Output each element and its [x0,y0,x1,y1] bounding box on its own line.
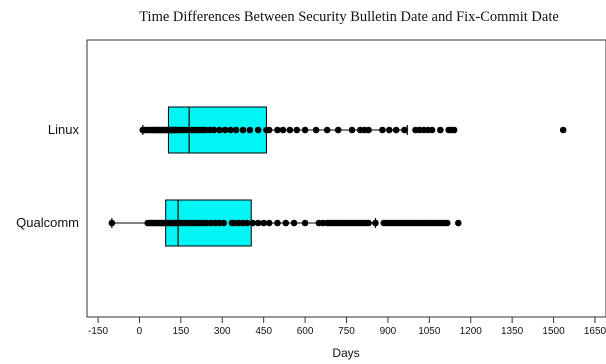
data-point [392,126,400,134]
x-tick-label: 1050 [418,326,441,337]
data-point [450,126,458,134]
x-axis: -150 0 150 300 450 600 750 900 1050 1200 1350 1500 1… [88,317,606,337]
data-point [221,126,229,134]
x-tick-label: 0 [137,326,143,337]
data-point [290,219,298,227]
x-tick-label: 1650 [584,326,606,337]
data-point [379,126,386,134]
box-series [108,199,462,247]
data-point [428,126,436,134]
data-point [286,126,294,134]
data-point [249,219,256,227]
x-axis-label: Days [332,346,359,360]
data-point [210,126,218,134]
data-point [323,126,331,134]
data-point [274,126,281,134]
data-point [455,219,462,227]
category-label: Qualcomm [16,215,79,230]
data-point [301,219,309,227]
data-point [365,219,372,227]
x-tick-label: 1350 [501,326,524,337]
data-point [372,219,379,227]
data-point [220,219,227,227]
data-point [260,219,267,227]
x-tick-label: 150 [173,326,190,337]
plot-area [86,39,606,318]
data-point [334,126,342,134]
data-point [232,126,240,134]
x-tick-label: 450 [255,326,272,337]
x-tick-label: 300 [214,326,231,337]
x-tick-label: 1500 [542,326,565,337]
data-point [254,219,262,227]
data-point [239,126,247,134]
category-labels: Linux Qualcomm [16,122,79,230]
data-point [365,126,372,134]
category-label: Linux [48,122,80,137]
data-point [282,219,290,227]
data-point [254,126,262,134]
data-point [243,219,251,227]
data-point [279,126,287,134]
data-point [385,126,393,134]
x-tick-label: 900 [380,326,397,337]
data-point [348,126,356,134]
data-point [293,126,301,134]
data-point [216,126,223,134]
data-point [301,126,309,134]
data-point [312,126,320,134]
data-point [274,219,281,227]
plot-series [108,106,567,247]
data-point [246,126,254,134]
chart-title: Time Differences Between Security Bullet… [139,9,559,25]
data-point [401,126,408,134]
data-point [265,219,273,227]
data-point [559,126,567,134]
x-tick-label: -150 [88,326,108,337]
data-point [437,126,444,134]
data-point [108,219,116,227]
data-point [443,219,451,227]
box-series [139,106,567,154]
x-tick-label: 600 [297,326,314,337]
x-tick-label: 750 [338,326,355,337]
x-tick-label: 1200 [460,326,483,337]
data-point [265,126,273,134]
data-point [227,126,234,134]
